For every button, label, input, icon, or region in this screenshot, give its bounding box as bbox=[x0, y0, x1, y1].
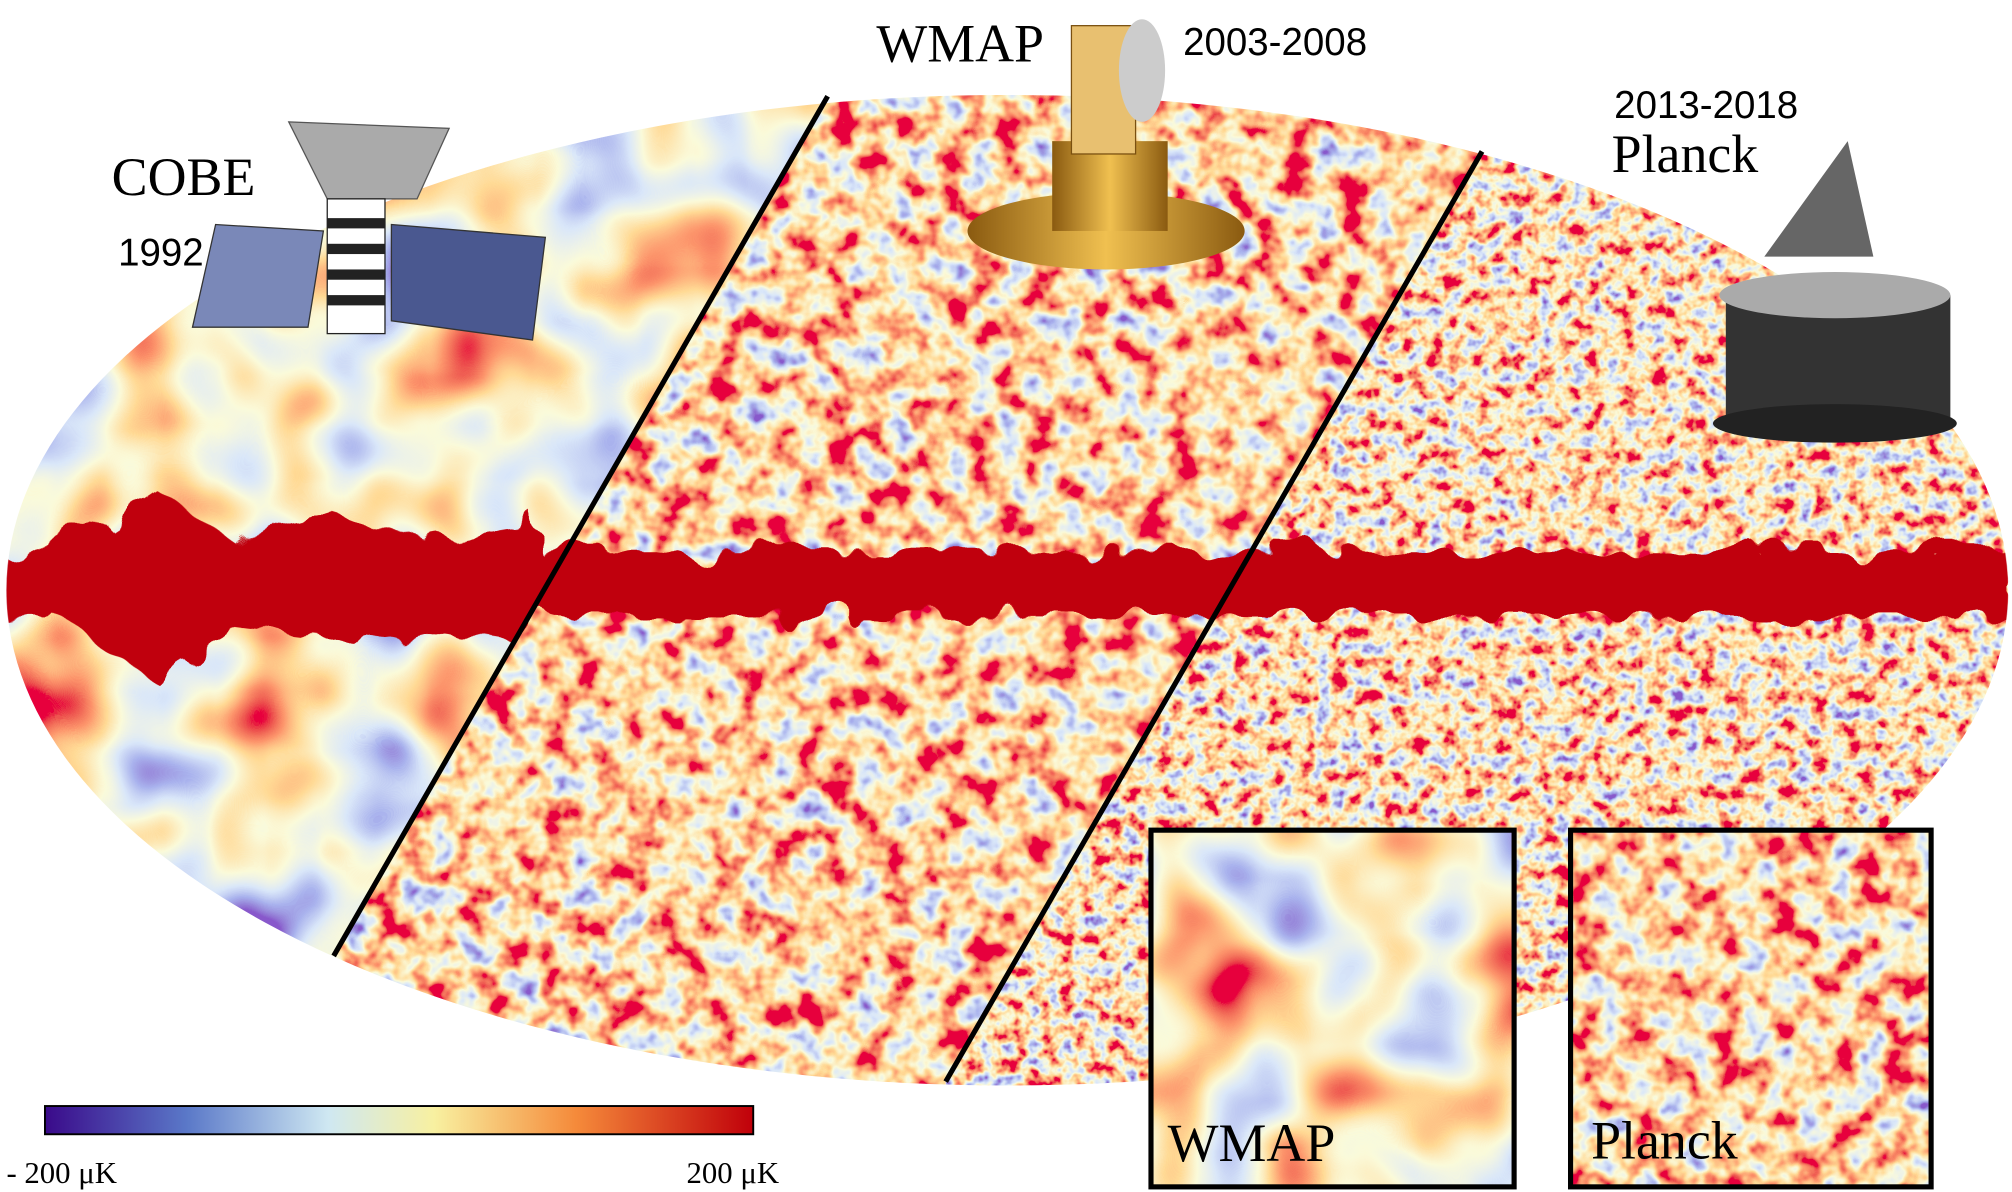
mission-years: 2003-2008 bbox=[1183, 21, 1367, 64]
inset: WMAP bbox=[1151, 830, 1514, 1187]
inset-label: WMAP bbox=[1168, 1113, 1336, 1173]
inset-label: Planck bbox=[1591, 1111, 1738, 1171]
planck-satellite bbox=[1713, 141, 1957, 443]
mission-name: COBE bbox=[112, 147, 256, 207]
colorbar-min-label: - 200 μK bbox=[6, 1156, 117, 1190]
mission-name: WMAP bbox=[876, 14, 1044, 74]
mission-years: 2013-2018 bbox=[1614, 84, 1798, 127]
figure: COBE 1992 WMAP 2003-2008 2013-2018 Planc… bbox=[0, 0, 2012, 1192]
colorbar bbox=[45, 1106, 753, 1134]
mission-name: Planck bbox=[1612, 124, 1759, 184]
inset: Planck bbox=[1571, 830, 1932, 1187]
mission-years: 1992 bbox=[118, 232, 204, 275]
colorbar-max-label: 200 μK bbox=[687, 1156, 780, 1190]
